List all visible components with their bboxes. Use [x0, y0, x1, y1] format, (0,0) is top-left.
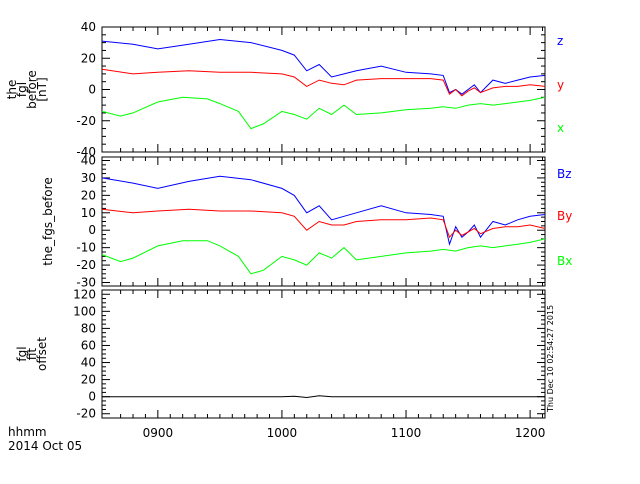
- y-tick-label-fgl: 20: [81, 51, 96, 65]
- panel-frame-offset: [101, 289, 546, 419]
- y-tick-label-fgl: 40: [81, 20, 96, 34]
- y-axis-label-fgl-1: fgl: [15, 82, 29, 97]
- series-line-fgl-z: [101, 38, 546, 95]
- y-tick-label-fgs: -20: [76, 258, 96, 272]
- y-axis-label-offset-2: offset: [35, 337, 49, 371]
- y-tick-label-fgl: 0: [88, 83, 96, 97]
- legend-label-fgs-By: By: [557, 209, 572, 223]
- y-tick-label-fgs: -10: [76, 241, 96, 255]
- y-tick-label-offset: 120: [73, 287, 96, 301]
- y-tick-label-fgs: 0: [88, 223, 96, 237]
- panels: -40-2002040thefglbefore[nT]zyx-30-20-100…: [5, 20, 572, 421]
- y-tick-label-offset: 20: [81, 373, 96, 387]
- x-tick-label: 1200: [515, 426, 546, 440]
- x-axis-label-hhmm: hhmm: [8, 425, 47, 439]
- series-line-fgs-Bx: [101, 238, 546, 275]
- y-axis-label-offset-0: fgl: [15, 346, 29, 361]
- x-tick-label: 1100: [391, 426, 422, 440]
- y-tick-label-fgs: 40: [81, 153, 96, 167]
- y-tick-label-fgs: -30: [76, 276, 96, 290]
- y-axis-label-offset-1: fit: [25, 348, 39, 361]
- y-tick-label-offset: 100: [73, 304, 96, 318]
- timestamp: Thu Dec 10 02:54:27 2015: [546, 305, 555, 413]
- series-line-fgl-x: [101, 96, 546, 130]
- legend-label-fgl-z: z: [557, 34, 563, 48]
- series-line-fgs-Bz: [101, 175, 546, 246]
- y-tick-label-offset: 0: [88, 390, 96, 404]
- y-tick-label-offset: 60: [81, 338, 96, 352]
- legend-label-fgl-x: x: [557, 121, 564, 135]
- y-tick-label-fgs: 10: [81, 206, 96, 220]
- y-tick-label-fgs: 20: [81, 188, 96, 202]
- x-tick-label: 0900: [143, 426, 174, 440]
- legend-label-fgs-Bz: Bz: [557, 167, 572, 181]
- panel-frame-fgs: [101, 156, 546, 287]
- y-tick-label-offset: -20: [76, 407, 96, 421]
- legend-label-fgs-Bx: Bx: [557, 254, 572, 268]
- y-tick-label-fgl: -40: [76, 145, 96, 159]
- legend-label-fgl-y: y: [557, 78, 564, 92]
- series-line-fgs-By: [101, 208, 546, 239]
- y-axis-label-fgs: the_fgs_before: [41, 177, 55, 265]
- y-tick-label-fgl: -20: [76, 114, 96, 128]
- x-tick-label: 1000: [267, 426, 298, 440]
- y-tick-label-fgs: 30: [81, 171, 96, 185]
- x-axis-label-date: 2014 Oct 05: [8, 439, 82, 453]
- series-line-offset-offset: [102, 395, 545, 399]
- y-axis-label-fgl-0: the: [5, 80, 19, 100]
- series-line-fgl-y: [101, 68, 546, 97]
- x-axis: 0900 1000 1100 1200: [143, 426, 546, 440]
- y-tick-label-offset: 80: [81, 321, 96, 335]
- y-tick-label-offset: 40: [81, 356, 96, 370]
- y-axis-label-fgl-3: [nT]: [35, 77, 49, 101]
- y-axis-label-fgl-2: before: [25, 70, 39, 109]
